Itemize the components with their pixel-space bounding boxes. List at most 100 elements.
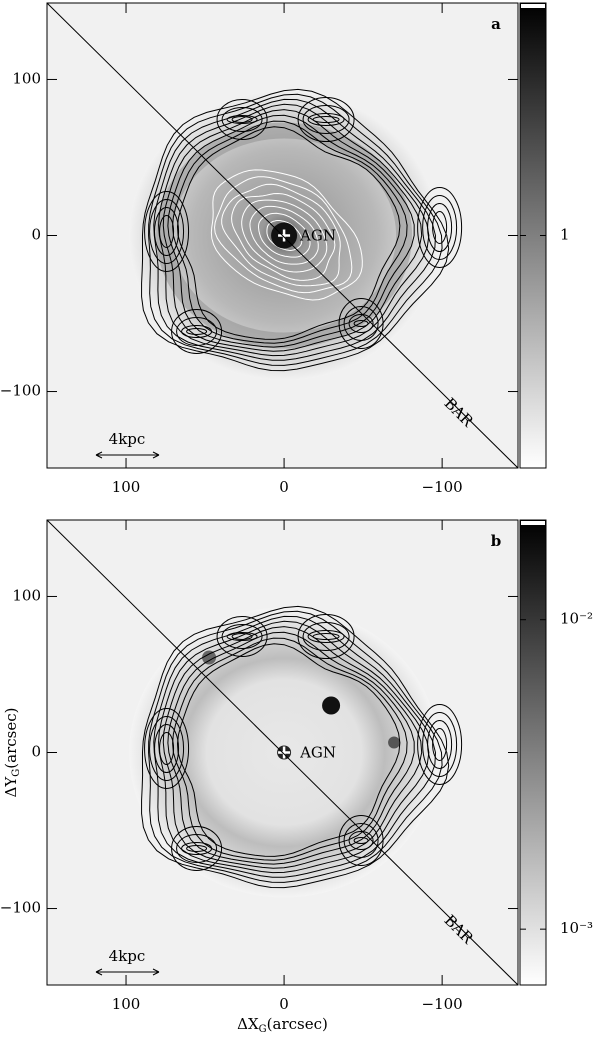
black-contour <box>417 704 463 785</box>
black-contour <box>231 116 253 123</box>
ylabel: ΔYG(arcsec) <box>2 708 22 798</box>
black-contour <box>338 815 384 866</box>
white-contour <box>221 183 341 287</box>
ylabel-part: ΔY <box>2 776 20 798</box>
black-contour <box>159 732 175 765</box>
black-contour <box>186 328 208 335</box>
y-tick-label: −100 <box>0 899 41 917</box>
black-contour <box>221 107 263 132</box>
black-contour <box>231 633 253 640</box>
x-tick-label: −100 <box>422 995 463 1013</box>
agn-label: AGN <box>299 227 336 245</box>
y-tick-label: −100 <box>0 382 41 400</box>
hot-spot <box>322 696 341 715</box>
white-contour <box>210 169 363 301</box>
black-contour <box>307 113 345 126</box>
xlabel-part: G <box>259 1024 267 1035</box>
galaxy-image <box>129 605 463 898</box>
black-contour <box>422 712 458 777</box>
galaxy-image <box>129 88 463 381</box>
black-contour <box>144 191 190 272</box>
panel-label: b <box>491 532 502 550</box>
white-contour <box>266 220 303 251</box>
black-contour <box>417 187 463 268</box>
black-contour <box>141 88 450 372</box>
white-contour <box>249 205 319 265</box>
black-contour <box>221 624 263 649</box>
black-contour <box>167 114 415 348</box>
scale-bar-label: 4kpc <box>109 947 146 965</box>
colorbar-tick-label: 1 <box>560 226 570 244</box>
black-contour <box>226 632 258 641</box>
x-tick-label: 100 <box>112 478 141 496</box>
colorbar-tick-label: 10⁻² <box>560 610 593 628</box>
y-tick-label: 100 <box>12 586 41 604</box>
black-contour <box>353 320 369 327</box>
bar-axis <box>46 519 519 986</box>
white-contour <box>231 192 336 281</box>
black-contour <box>432 728 448 761</box>
black-contour <box>432 211 448 244</box>
black-contour <box>343 823 379 858</box>
nucleus-marker <box>278 746 291 759</box>
black-contour <box>149 716 185 781</box>
hot-spot <box>388 736 401 749</box>
white-contour <box>241 199 328 273</box>
y-tick-label: 100 <box>12 69 41 87</box>
nucleus-marker <box>278 229 291 242</box>
black-contour <box>154 207 180 256</box>
black-contour <box>216 616 268 657</box>
black-contour <box>181 842 213 855</box>
xlabel-part: ΔX <box>237 1015 259 1033</box>
black-contour <box>348 831 374 850</box>
white-contour <box>214 176 353 294</box>
x-tick-label: −100 <box>422 478 463 496</box>
scale-bar <box>95 968 160 976</box>
colorbar-cap <box>521 4 545 8</box>
hot-spot <box>202 650 217 665</box>
colorbar-tick-label: 10⁻³ <box>560 919 593 937</box>
black-contour <box>312 116 340 123</box>
black-contour <box>141 605 450 889</box>
x-tick-label: 0 <box>279 478 289 496</box>
black-contour <box>297 614 355 659</box>
black-contour <box>343 306 379 341</box>
black-contour <box>216 99 268 140</box>
black-contour <box>353 837 369 844</box>
black-contour <box>162 109 423 352</box>
bar-axis <box>46 2 519 469</box>
white-contour <box>258 212 311 258</box>
y-tick-label: 0 <box>31 743 41 761</box>
black-contour <box>297 97 355 142</box>
black-contour <box>302 622 350 651</box>
ylabel-part: G <box>11 769 22 777</box>
black-contour <box>302 105 350 134</box>
black-contour <box>181 325 213 338</box>
black-contour <box>154 724 180 773</box>
agn-label: AGN <box>299 744 336 762</box>
scale-bar <box>95 451 160 459</box>
black-contour <box>176 317 218 346</box>
black-contour <box>427 203 453 252</box>
y-tick-label: 0 <box>31 226 41 244</box>
black-contour <box>162 626 423 869</box>
xlabel: ΔXG(arcsec) <box>237 1015 328 1035</box>
black-contour <box>171 826 223 871</box>
black-contour <box>167 631 415 865</box>
black-contour <box>149 199 185 264</box>
black-contour <box>186 845 208 852</box>
panel-label: a <box>491 15 501 33</box>
black-contour <box>176 834 218 863</box>
black-contour <box>312 633 340 640</box>
black-contour <box>427 720 453 769</box>
black-contour <box>348 314 374 333</box>
black-contour <box>144 708 190 789</box>
black-contour <box>422 195 458 260</box>
x-tick-label: 100 <box>112 995 141 1013</box>
x-tick-label: 0 <box>279 995 289 1013</box>
black-contour <box>159 215 175 248</box>
